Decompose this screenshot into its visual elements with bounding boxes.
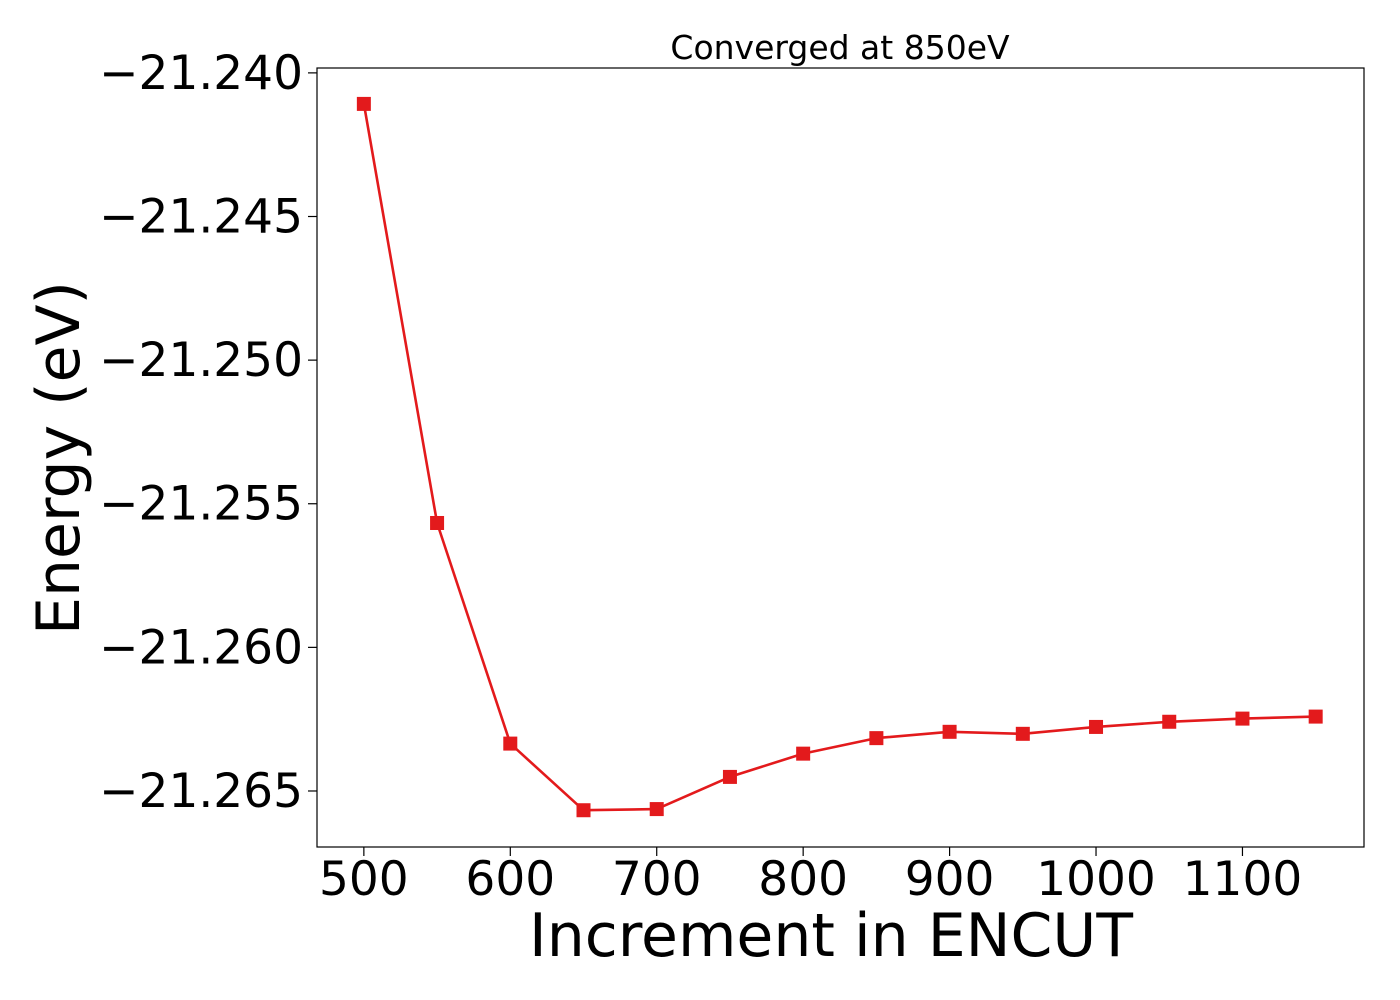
y-tick-label: −21.255 — [99, 477, 303, 532]
data-point-marker — [576, 803, 591, 818]
data-point-marker — [1308, 709, 1323, 724]
y-axis-label: Energy (eV) — [24, 281, 94, 635]
data-point-marker — [430, 515, 445, 530]
data-point-marker — [942, 724, 957, 739]
data-point-marker — [869, 731, 884, 746]
series-line — [362, 103, 1316, 812]
x-tick-label: 900 — [905, 852, 995, 907]
data-point-marker — [722, 769, 737, 784]
data-point-marker — [1162, 714, 1177, 729]
x-axis-label: Increment in ENCUT — [529, 901, 1133, 971]
data-point-marker — [1235, 711, 1250, 726]
y-tick-label: −21.265 — [99, 764, 303, 819]
x-tick-label: 1000 — [1036, 852, 1156, 907]
plot-frame — [316, 67, 1365, 848]
chart-title: Converged at 850eV — [670, 28, 1010, 67]
data-point-marker — [796, 746, 811, 761]
y-tick-label: −21.240 — [99, 46, 303, 101]
plot-area: 500 600 700 800 900 1000 1100 −21.240 −21.245 −21… — [99, 46, 1365, 907]
y-tick-label: −21.250 — [99, 333, 303, 388]
data-point-marker — [356, 96, 371, 111]
data-point-marker — [503, 736, 518, 751]
x-tick-label: 700 — [612, 852, 702, 907]
x-tick-label: 500 — [319, 852, 409, 907]
y-tick-label: −21.245 — [99, 190, 303, 245]
x-tick-label: 800 — [758, 852, 848, 907]
y-tick-label: −21.260 — [99, 620, 303, 675]
data-point-marker — [1015, 726, 1030, 741]
data-point-marker — [1089, 719, 1104, 734]
data-point-marker — [649, 802, 664, 817]
x-tick-label: 1100 — [1183, 852, 1303, 907]
x-tick-label: 600 — [465, 852, 555, 907]
